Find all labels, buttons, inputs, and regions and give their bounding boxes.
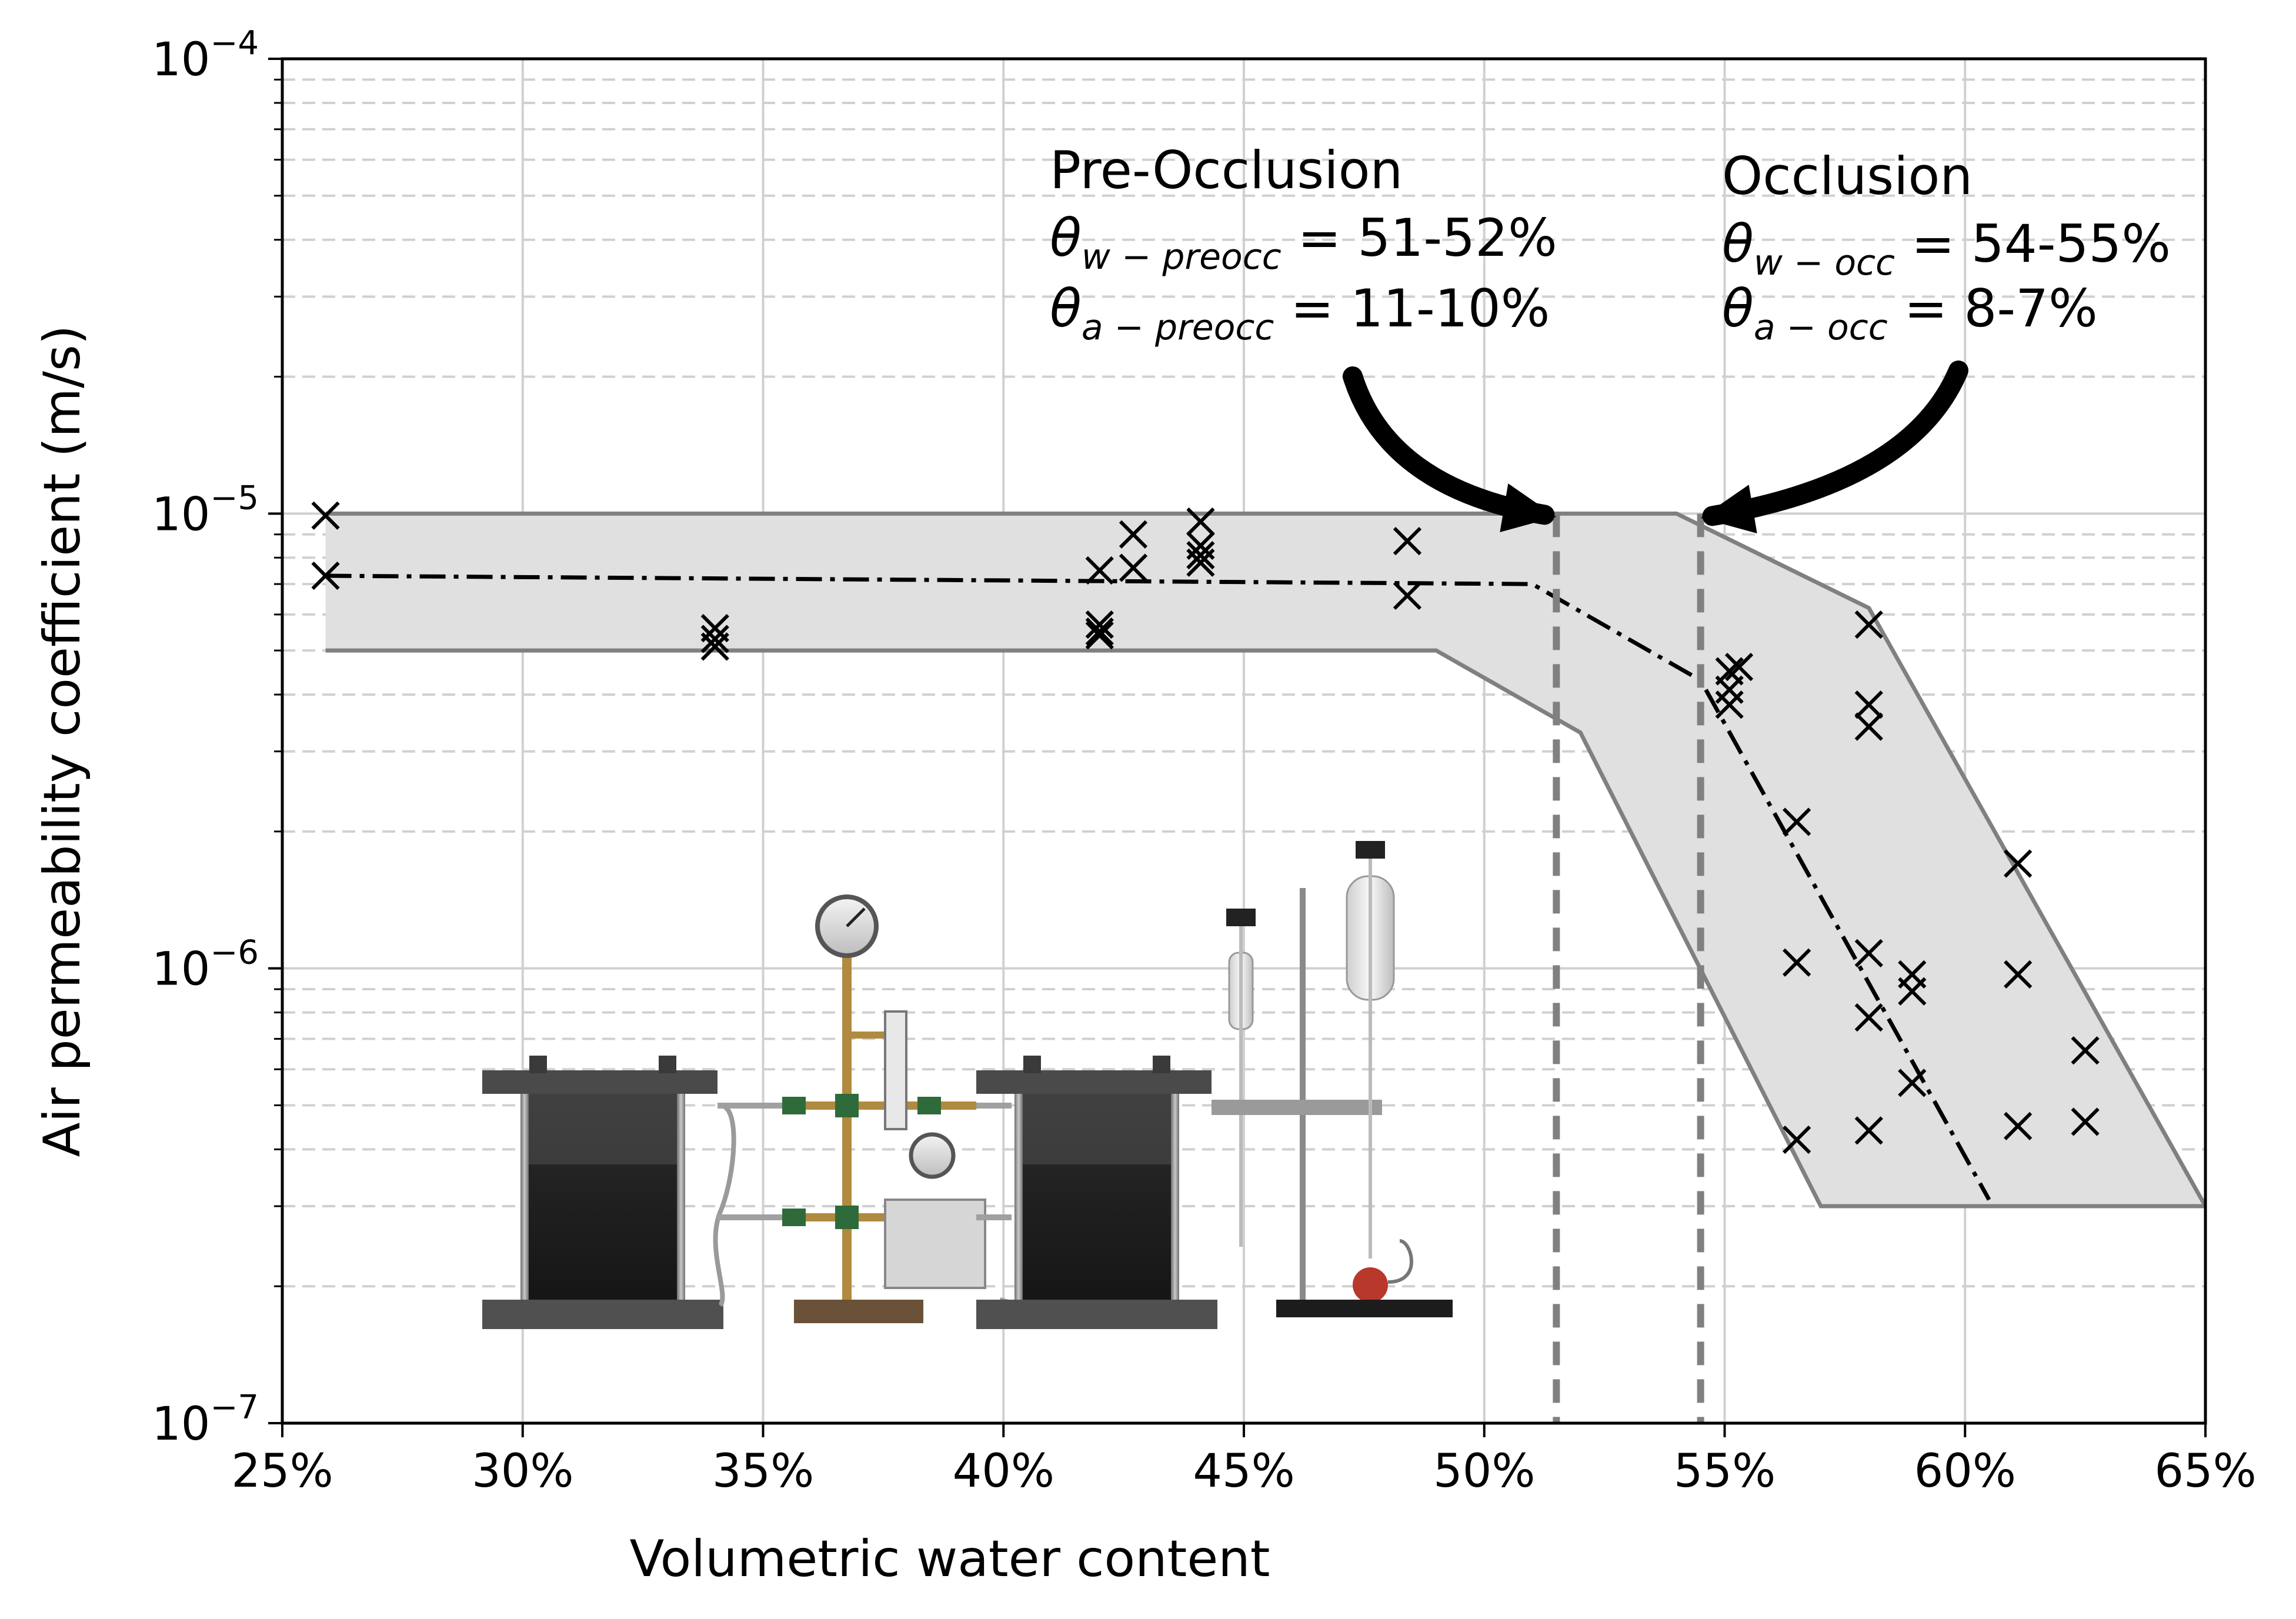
data-point — [1783, 807, 1811, 836]
data-point — [2004, 1111, 2033, 1140]
data-point — [2071, 1107, 2100, 1136]
data-point — [1715, 690, 1744, 719]
series-layer — [311, 501, 2100, 1201]
arrow-occlusion — [1700, 360, 1968, 534]
data-point — [700, 632, 729, 661]
x-tick-label: 30% — [472, 1445, 573, 1498]
pressure-manifold — [782, 894, 986, 1323]
data-point — [1186, 540, 1215, 570]
band-upper-edge — [325, 511, 2205, 1207]
band-lower-edge — [325, 648, 2205, 1209]
data-point — [1085, 617, 1114, 646]
band-fill — [325, 513, 2205, 1207]
x-tick-label: 50% — [1433, 1445, 1535, 1498]
arrow-pre-occlusion — [1343, 366, 1557, 532]
trend-line — [325, 573, 1991, 1201]
data-point — [1085, 621, 1114, 650]
confidence-band — [325, 511, 2205, 1209]
burette-stand — [1212, 841, 1453, 1317]
y-tick-label: 10−7 — [152, 1388, 259, 1451]
y-tick-label: 10−6 — [152, 934, 259, 996]
data-point — [1854, 690, 1883, 719]
x-tick-label: 35% — [712, 1445, 814, 1498]
annotation-pre-occlusion: Pre-Occlusion θw − preocc = 51-52% θa − … — [1050, 140, 1557, 348]
annotation-occlusion-air: θa − occ = 8-7% — [1722, 278, 2098, 348]
annotation-pre-occlusion-water: θw − preocc = 51-52% — [1050, 208, 1557, 278]
data-point — [1854, 712, 1883, 741]
y-tick-label: 10−4 — [152, 24, 259, 86]
annotation-occlusion: Occlusion θw − occ = 54-55% θa − occ = 8… — [1722, 146, 2171, 348]
data-point — [1783, 1125, 1811, 1154]
data-point — [2004, 849, 2033, 878]
annotation-pre-occlusion-air: θa − preocc = 11-10% — [1050, 278, 1550, 348]
tubing-left — [713, 1103, 736, 1307]
data-point — [1119, 553, 1148, 582]
data-point — [1085, 610, 1114, 639]
threshold-lines — [1553, 513, 1704, 1423]
data-point — [1854, 610, 1883, 639]
data-point — [2004, 960, 2033, 989]
data-point — [1898, 977, 1927, 1006]
data-point — [700, 625, 729, 653]
data-point — [1186, 507, 1215, 536]
annotation-occlusion-title: Occlusion — [1722, 146, 1973, 206]
y-tick-label: 10−5 — [152, 479, 259, 541]
x-tick-label: 65% — [2154, 1445, 2256, 1498]
data-point — [1393, 581, 1422, 610]
x-tick-label: 25% — [231, 1445, 333, 1498]
soil-cell-left — [482, 1056, 723, 1329]
axes: 10−7 10−6 10−5 10−4 25% 30% 35% 40% 45% 50% 55% 60%… — [152, 24, 2257, 1498]
test-apparatus-photo — [482, 841, 1453, 1329]
y-axis-title: Air permeability coefficient (m/s) — [33, 325, 92, 1157]
x-tick-label: 40% — [953, 1445, 1054, 1498]
x-tick-label: 55% — [1674, 1445, 1776, 1498]
x-tick-label: 60% — [1914, 1445, 2016, 1498]
data-point — [311, 501, 340, 530]
data-point — [1854, 939, 1883, 967]
annotation-occlusion-water: θw − occ = 54-55% — [1722, 213, 2171, 283]
annotation-arrows — [1343, 360, 1968, 534]
x-axis-title: Volumetric water content — [629, 1530, 1270, 1588]
x-tick-label: 45% — [1193, 1445, 1294, 1498]
data-point — [1783, 948, 1811, 977]
data-point — [1393, 526, 1422, 556]
data-point — [2071, 1036, 2100, 1065]
soil-cell-right — [976, 1056, 1217, 1329]
data-point — [1854, 1003, 1883, 1032]
data-point — [1119, 520, 1148, 549]
data-point — [1186, 548, 1215, 577]
data-point — [1854, 1116, 1883, 1145]
data-point — [1724, 653, 1754, 682]
plot-frame — [281, 57, 2207, 1425]
annotation-pre-occlusion-title: Pre-Occlusion — [1050, 140, 1403, 201]
